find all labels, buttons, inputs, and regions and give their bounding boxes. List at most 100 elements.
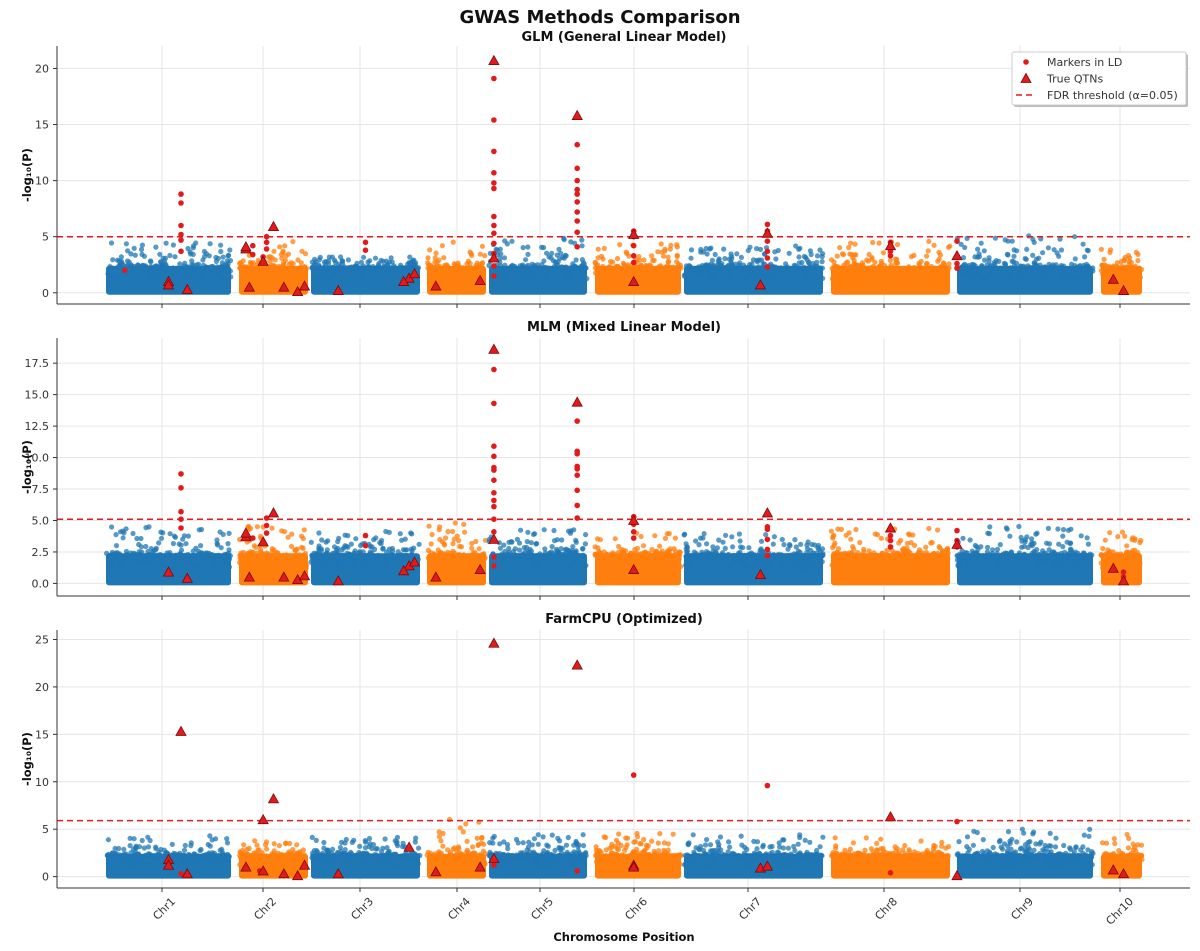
- snp-point: [674, 253, 680, 260]
- snp-point: [310, 553, 316, 559]
- snp-point: [117, 562, 123, 568]
- snp-point: [795, 554, 801, 560]
- snp-point: [184, 552, 190, 559]
- snp-point: [848, 536, 854, 542]
- qtn-marker: [1117, 575, 1130, 586]
- snp-point: [797, 832, 803, 838]
- snp-point: [1112, 840, 1118, 847]
- snp-point: [134, 556, 140, 562]
- snp-point: [220, 531, 226, 538]
- snp-point: [727, 860, 733, 867]
- snp-point: [754, 853, 760, 859]
- snp-point: [925, 248, 931, 254]
- snp-point: [1111, 836, 1117, 842]
- snp-point: [227, 247, 233, 253]
- ld-marker: [574, 191, 580, 197]
- snp-point: [846, 850, 852, 856]
- snp-point: [529, 261, 535, 267]
- snp-point: [289, 862, 295, 868]
- snp-point: [128, 251, 134, 257]
- snp-point: [772, 249, 778, 255]
- snp-point: [350, 274, 357, 280]
- snp-point: [747, 262, 753, 268]
- snp-point: [541, 527, 547, 533]
- snp-point: [556, 853, 562, 859]
- snp-point: [997, 564, 1003, 571]
- snp-point: [1013, 861, 1019, 868]
- snp-point: [123, 548, 129, 555]
- snp-point: [440, 843, 446, 849]
- snp-point: [310, 853, 316, 859]
- snp-point: [365, 259, 371, 265]
- snp-point: [1024, 534, 1030, 540]
- snp-point: [290, 239, 296, 245]
- snp-point: [482, 253, 488, 259]
- snp-point: [849, 252, 855, 258]
- snp-point: [206, 550, 212, 557]
- snp-point: [1039, 271, 1045, 277]
- snp-point: [670, 831, 676, 837]
- qtn-marker: [628, 514, 640, 525]
- chr-point-band: [684, 553, 823, 586]
- snp-point: [985, 266, 991, 273]
- snp-point: [464, 564, 470, 570]
- snp-point: [362, 857, 368, 863]
- snp-point: [854, 854, 860, 860]
- snp-point: [170, 853, 177, 859]
- snp-point: [650, 257, 656, 264]
- snp-point: [389, 545, 395, 552]
- snp-point: [726, 839, 732, 845]
- snp-point: [881, 262, 887, 268]
- snp-point: [499, 265, 505, 271]
- snp-point: [1014, 248, 1020, 254]
- snp-point: [316, 552, 322, 558]
- snp-point: [1008, 265, 1014, 271]
- snp-point: [818, 265, 824, 271]
- snp-point: [662, 535, 669, 542]
- qtn-marker: [181, 572, 193, 583]
- snp-point: [596, 556, 602, 562]
- snp-point: [1038, 236, 1044, 242]
- snp-point: [120, 535, 126, 541]
- snp-point: [442, 542, 448, 548]
- snp-point: [139, 251, 145, 257]
- snp-point: [862, 847, 868, 853]
- snp-point: [1029, 536, 1035, 542]
- snp-point: [244, 846, 250, 852]
- snp-point: [1029, 851, 1035, 857]
- snp-point: [573, 857, 579, 863]
- snp-point: [784, 858, 790, 864]
- snp-point: [523, 257, 529, 263]
- ld-marker: [491, 554, 497, 560]
- snp-point: [479, 260, 485, 266]
- snp-point: [716, 537, 722, 543]
- snp-point: [802, 270, 808, 276]
- snp-point: [1081, 552, 1088, 558]
- snp-point: [820, 275, 826, 281]
- ld-marker: [491, 263, 497, 269]
- snp-point: [560, 557, 566, 563]
- snp-point: [542, 546, 548, 552]
- chr-point-band: [595, 853, 681, 879]
- snp-point: [172, 254, 178, 260]
- snp-point: [1003, 525, 1010, 531]
- snp-point: [549, 250, 555, 256]
- snp-point: [271, 861, 277, 867]
- snp-point: [818, 854, 824, 861]
- snp-point: [398, 262, 404, 268]
- snp-point: [497, 246, 503, 252]
- snp-point: [974, 544, 980, 550]
- qtn-marker: [761, 227, 774, 238]
- snp-point: [450, 528, 456, 535]
- snp-point: [1057, 236, 1063, 242]
- snp-point: [1082, 254, 1088, 260]
- snp-point: [693, 538, 699, 544]
- ld-marker: [491, 75, 497, 82]
- snp-point: [506, 563, 512, 570]
- snp-point: [658, 553, 664, 559]
- snp-point: [517, 547, 523, 553]
- snp-point: [768, 563, 774, 569]
- snp-point: [641, 858, 647, 864]
- snp-point: [1023, 850, 1029, 856]
- snp-point: [1135, 842, 1141, 848]
